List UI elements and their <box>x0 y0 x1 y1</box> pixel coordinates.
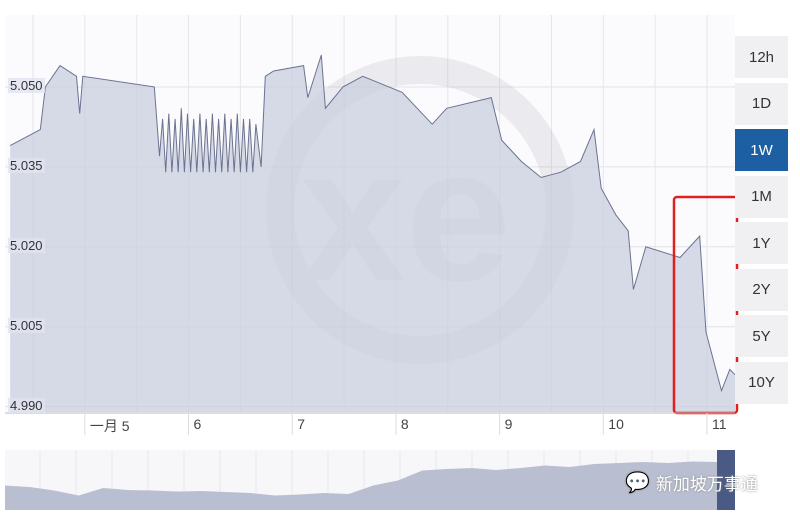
x-tick-label: 一月 5 <box>89 418 130 434</box>
x-tick-label: 9 <box>504 416 513 432</box>
navigator-handle[interactable] <box>717 450 735 510</box>
price-area <box>10 55 736 412</box>
x-tick-label: 6 <box>193 416 202 432</box>
x-ticks <box>84 413 708 435</box>
x-tick-label: 8 <box>400 416 409 432</box>
y-tick-label: 5.005 <box>8 317 45 333</box>
y-tick-label: 4.990 <box>8 397 45 413</box>
range-button-12h[interactable]: 12h <box>735 36 788 78</box>
range-button-1m[interactable]: 1M <box>735 175 788 218</box>
range-button-2y[interactable]: 2Y <box>735 268 788 311</box>
x-tick-label: 10 <box>608 416 624 432</box>
range-button-5y[interactable]: 5Y <box>735 315 788 357</box>
y-tick-label: 5.050 <box>8 77 45 93</box>
range-button-1w[interactable]: 1W <box>735 129 788 171</box>
wechat-watermark: 💬 新加坡万事通 <box>625 470 758 495</box>
watermark-text: 新加坡万事通 <box>655 475 758 494</box>
price-line <box>9 54 736 393</box>
range-button-10y[interactable]: 10Y <box>735 361 788 404</box>
range-button-1y[interactable]: 1Y <box>735 222 788 264</box>
range-button-1d[interactable]: 1D <box>735 82 788 125</box>
wechat-icon: 💬 <box>625 472 650 494</box>
navigator-area <box>5 461 717 510</box>
y-tick-label: 5.020 <box>8 237 45 253</box>
y-tick-label: 5.035 <box>8 157 45 173</box>
x-tick-label: 7 <box>297 416 306 432</box>
x-tick-label: 11 <box>712 416 727 432</box>
